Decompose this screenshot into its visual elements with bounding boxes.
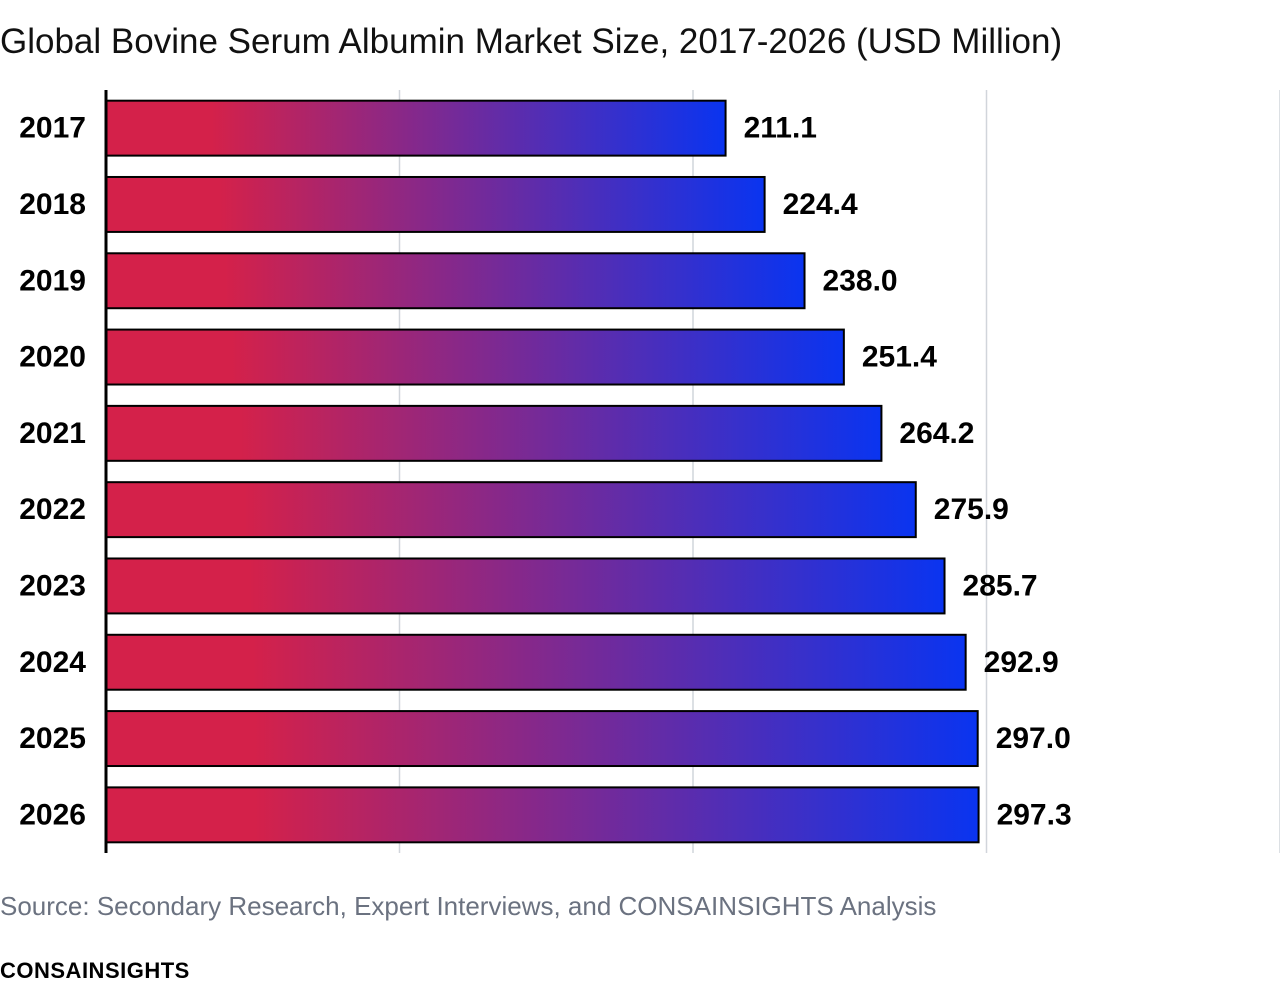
- bar-2022: [106, 482, 916, 537]
- bar-2020: [106, 330, 844, 385]
- value-label: 292.9: [984, 646, 1059, 679]
- bar-2024: [106, 635, 966, 690]
- category-label: 2023: [19, 569, 86, 602]
- brand-logo: CONSAINSIGHTS: [0, 958, 190, 984]
- value-label: 224.4: [783, 188, 858, 221]
- category-label: 2017: [19, 112, 86, 145]
- bar-2019: [106, 253, 805, 308]
- category-label: 2022: [19, 493, 86, 526]
- value-label: 211.1: [744, 112, 817, 145]
- bar-2023: [106, 558, 945, 613]
- bar-2025: [106, 711, 978, 766]
- category-label: 2018: [19, 188, 86, 221]
- source-note: Source: Secondary Research, Expert Inter…: [0, 891, 936, 922]
- category-label: 2020: [19, 341, 86, 374]
- value-label: 297.0: [996, 722, 1071, 755]
- value-label: 297.3: [997, 798, 1072, 831]
- value-label: 275.9: [934, 493, 1009, 526]
- category-label: 2026: [19, 798, 86, 831]
- value-label: 251.4: [862, 341, 937, 374]
- category-label: 2024: [19, 646, 86, 679]
- category-label: 2025: [19, 722, 86, 755]
- bar-2021: [106, 406, 881, 461]
- bar-chart: 2017 211.1 2018 224.4 2019 238.0 2020 251.4 2021…: [0, 0, 1280, 870]
- bar-2026: [106, 787, 979, 842]
- value-label: 285.7: [963, 569, 1038, 602]
- value-label: 238.0: [823, 264, 898, 297]
- category-label: 2021: [19, 417, 86, 450]
- bar-2018: [106, 177, 765, 232]
- bar-2017: [106, 101, 726, 156]
- category-label: 2019: [19, 264, 86, 297]
- value-label: 264.2: [899, 417, 974, 450]
